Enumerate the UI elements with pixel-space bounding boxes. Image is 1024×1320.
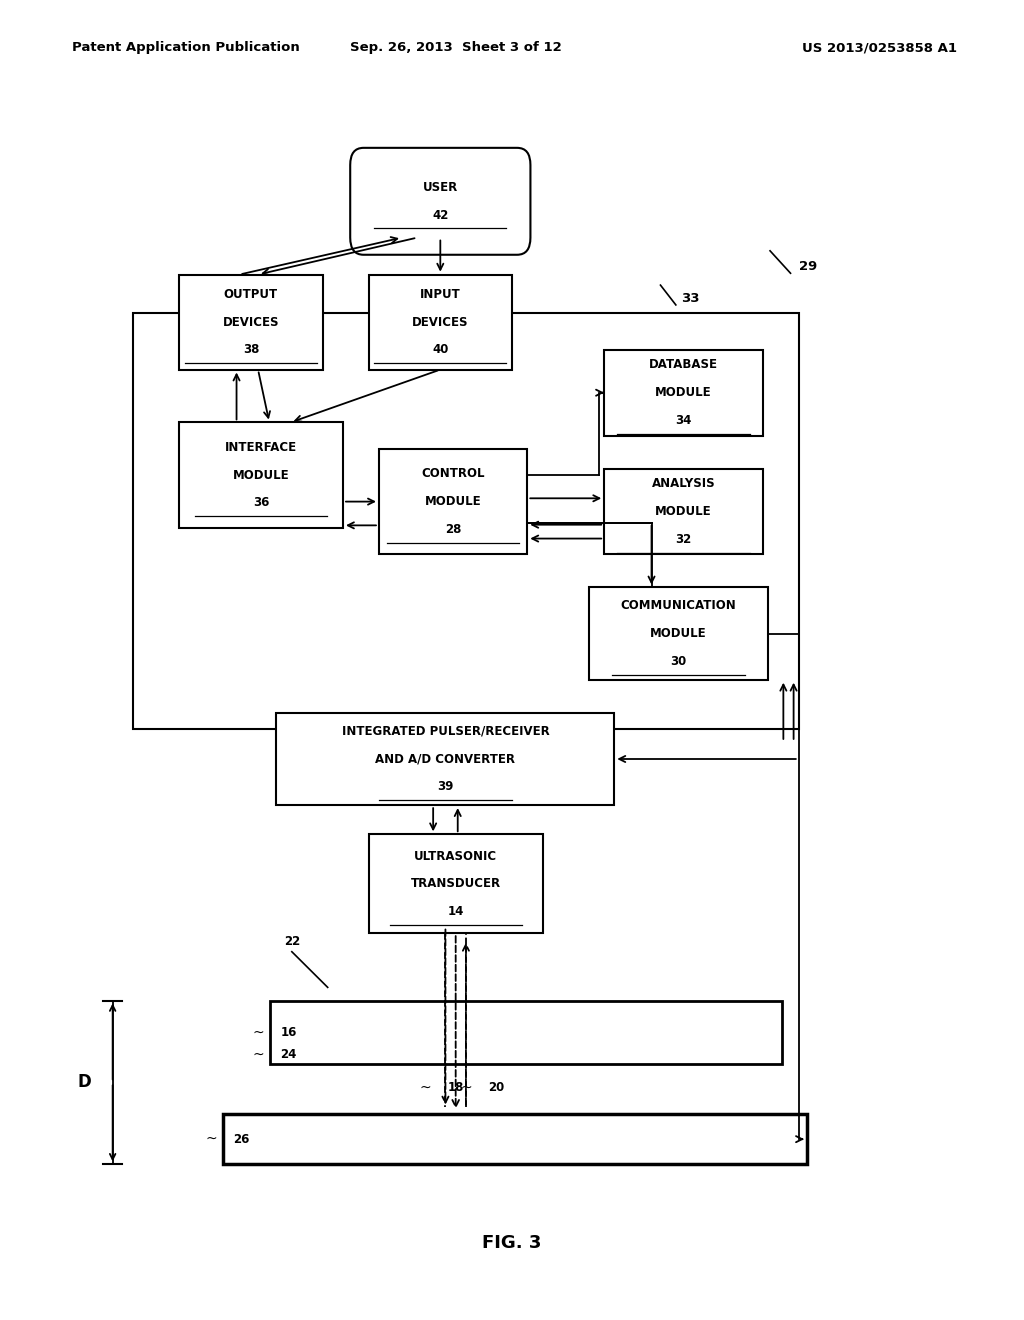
Text: ULTRASONIC: ULTRASONIC (414, 850, 498, 862)
Text: TRANSDUCER: TRANSDUCER (411, 878, 501, 890)
Text: Sep. 26, 2013  Sheet 3 of 12: Sep. 26, 2013 Sheet 3 of 12 (350, 41, 561, 54)
Text: COMMUNICATION: COMMUNICATION (621, 599, 736, 612)
Text: DATABASE: DATABASE (649, 359, 718, 371)
Text: ANALYSIS: ANALYSIS (651, 478, 716, 490)
Bar (604, 350, 763, 436)
Bar (589, 587, 768, 680)
FancyBboxPatch shape (350, 148, 530, 255)
Text: 38: 38 (243, 343, 259, 356)
Text: INPUT: INPUT (420, 288, 461, 301)
Text: MODULE: MODULE (425, 495, 481, 508)
Text: DEVICES: DEVICES (222, 315, 280, 329)
Text: 18: 18 (447, 1081, 464, 1094)
Bar (133, 313, 799, 729)
Bar (369, 275, 512, 370)
Text: MODULE: MODULE (655, 387, 712, 399)
Text: 16: 16 (281, 1026, 297, 1039)
Text: MODULE: MODULE (232, 469, 290, 482)
Text: MODULE: MODULE (655, 506, 712, 517)
Bar (179, 422, 343, 528)
Text: USER: USER (423, 181, 458, 194)
Text: ~: ~ (252, 1026, 264, 1039)
Text: 39: 39 (437, 780, 454, 793)
Bar (179, 275, 323, 370)
Text: ~: ~ (460, 1081, 472, 1094)
Bar (276, 713, 614, 805)
Text: 40: 40 (432, 343, 449, 356)
Bar (369, 834, 543, 933)
Text: 24: 24 (281, 1048, 297, 1061)
Text: 33: 33 (681, 292, 699, 305)
Text: 26: 26 (233, 1133, 250, 1146)
Text: INTEGRATED PULSER/RECEIVER: INTEGRATED PULSER/RECEIVER (342, 725, 549, 738)
Text: INTERFACE: INTERFACE (225, 441, 297, 454)
Text: 36: 36 (253, 496, 269, 510)
Text: AND A/D CONVERTER: AND A/D CONVERTER (376, 752, 515, 766)
Text: US 2013/0253858 A1: US 2013/0253858 A1 (803, 41, 957, 54)
Text: 29: 29 (799, 260, 817, 273)
Text: OUTPUT: OUTPUT (224, 288, 278, 301)
Text: 28: 28 (445, 523, 461, 536)
Text: FIG. 3: FIG. 3 (482, 1234, 542, 1253)
Text: DEVICES: DEVICES (412, 315, 469, 329)
Text: D: D (77, 1073, 91, 1092)
Text: Patent Application Publication: Patent Application Publication (72, 41, 299, 54)
Bar (604, 469, 763, 554)
Text: 32: 32 (676, 533, 691, 545)
Text: ~: ~ (205, 1133, 217, 1146)
Text: 22: 22 (284, 935, 300, 948)
Text: MODULE: MODULE (650, 627, 707, 640)
Text: CONTROL: CONTROL (421, 467, 485, 480)
Text: 34: 34 (676, 414, 691, 426)
Bar (379, 449, 527, 554)
Text: 42: 42 (432, 209, 449, 222)
Bar (223, 1114, 807, 1164)
Bar (270, 1001, 782, 1064)
Text: 14: 14 (447, 906, 464, 917)
Text: 20: 20 (488, 1081, 505, 1094)
Text: ~: ~ (419, 1081, 431, 1094)
Text: ~: ~ (252, 1047, 264, 1061)
Text: 30: 30 (671, 655, 686, 668)
